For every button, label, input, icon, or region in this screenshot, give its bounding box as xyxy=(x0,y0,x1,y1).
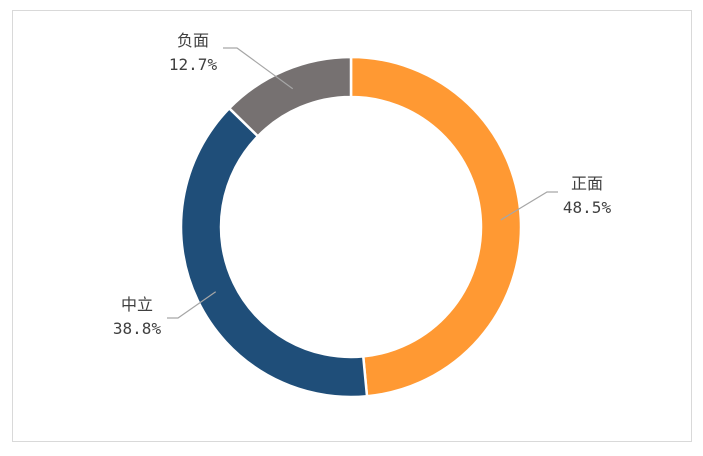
leader-line-positive xyxy=(500,191,558,221)
label-name-positive: 正面 xyxy=(571,174,603,193)
donut-slices xyxy=(179,55,523,399)
slice-neutral xyxy=(179,106,369,399)
slice-positive xyxy=(349,55,523,398)
label-value-negative: 12.7% xyxy=(169,55,218,74)
data-labels: 正面 48.5% 中立 38.8% 负面 12.7% xyxy=(113,31,612,338)
leader-line-neutral xyxy=(167,291,217,319)
label-value-neutral: 38.8% xyxy=(113,319,162,338)
leader-line-negative xyxy=(223,47,294,90)
label-name-neutral: 中立 xyxy=(121,295,153,314)
slice-negative xyxy=(227,55,353,139)
leader-lines xyxy=(167,47,558,319)
label-value-positive: 48.5% xyxy=(563,198,612,217)
label-name-negative: 负面 xyxy=(177,31,209,50)
